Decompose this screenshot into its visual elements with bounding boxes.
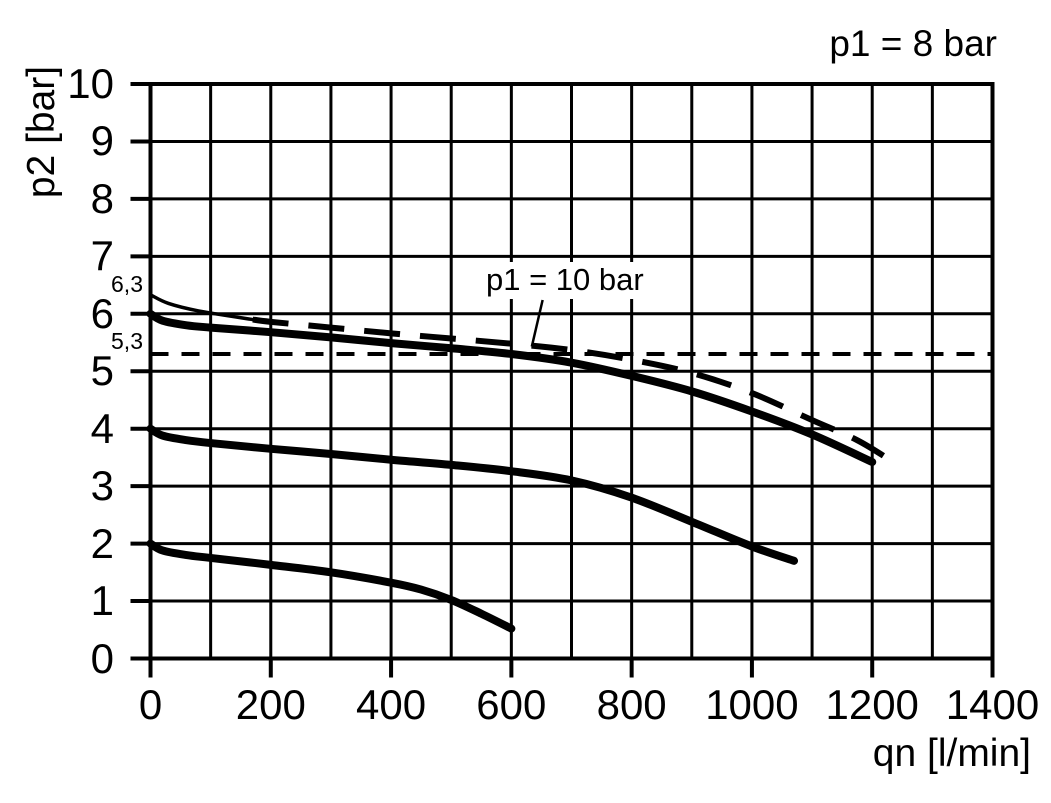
- chart-title: p1 = 8 bar: [829, 23, 997, 64]
- y-tick-label-8: 8: [90, 174, 114, 222]
- x-tick-label-400: 400: [356, 681, 427, 728]
- curve-p2-setting-2-bar: [146, 539, 516, 633]
- y-tick-label-6: 6: [90, 289, 114, 337]
- x-tick-label-600: 600: [476, 681, 547, 728]
- curve-p1-10-bar-lead: [148, 293, 255, 322]
- y-tick-label-2: 2: [90, 519, 114, 567]
- y-tick-label-0: 0: [90, 634, 114, 682]
- x-tick-label-1400: 1400: [945, 681, 1040, 728]
- curve-p2-setting-6-bar-p1-8-bar: [146, 309, 877, 467]
- y-tick-label-9: 9: [90, 117, 114, 165]
- x-tick-label-200: 200: [235, 681, 306, 728]
- y-tick-label-3: 3: [90, 462, 114, 510]
- y-tick-label-7: 7: [90, 232, 114, 280]
- x-tick-label-1200: 1200: [825, 681, 919, 728]
- x-tick-label-0: 0: [138, 681, 163, 728]
- x-axis-label: qn [l/min]: [872, 732, 1031, 775]
- annotation-p1-10bar: p1 = 10 bar: [478, 262, 652, 299]
- y-extra-label-6-3: 6,3: [111, 270, 143, 297]
- annotation-leader-line: [530, 299, 544, 347]
- y-tick-label-4: 4: [90, 404, 114, 452]
- curve-p2-setting-4-bar: [146, 424, 799, 565]
- y-tick-label-10: 10: [67, 60, 114, 107]
- y-extra-label-5-3: 5,3: [111, 328, 143, 354]
- x-tick-label-800: 800: [596, 681, 667, 728]
- x-tick-label-1000: 1000: [705, 681, 799, 728]
- y-tick-label-5: 5: [90, 347, 114, 395]
- y-tick-label-1: 1: [90, 577, 114, 625]
- curve-p1-10-bar: [252, 316, 895, 465]
